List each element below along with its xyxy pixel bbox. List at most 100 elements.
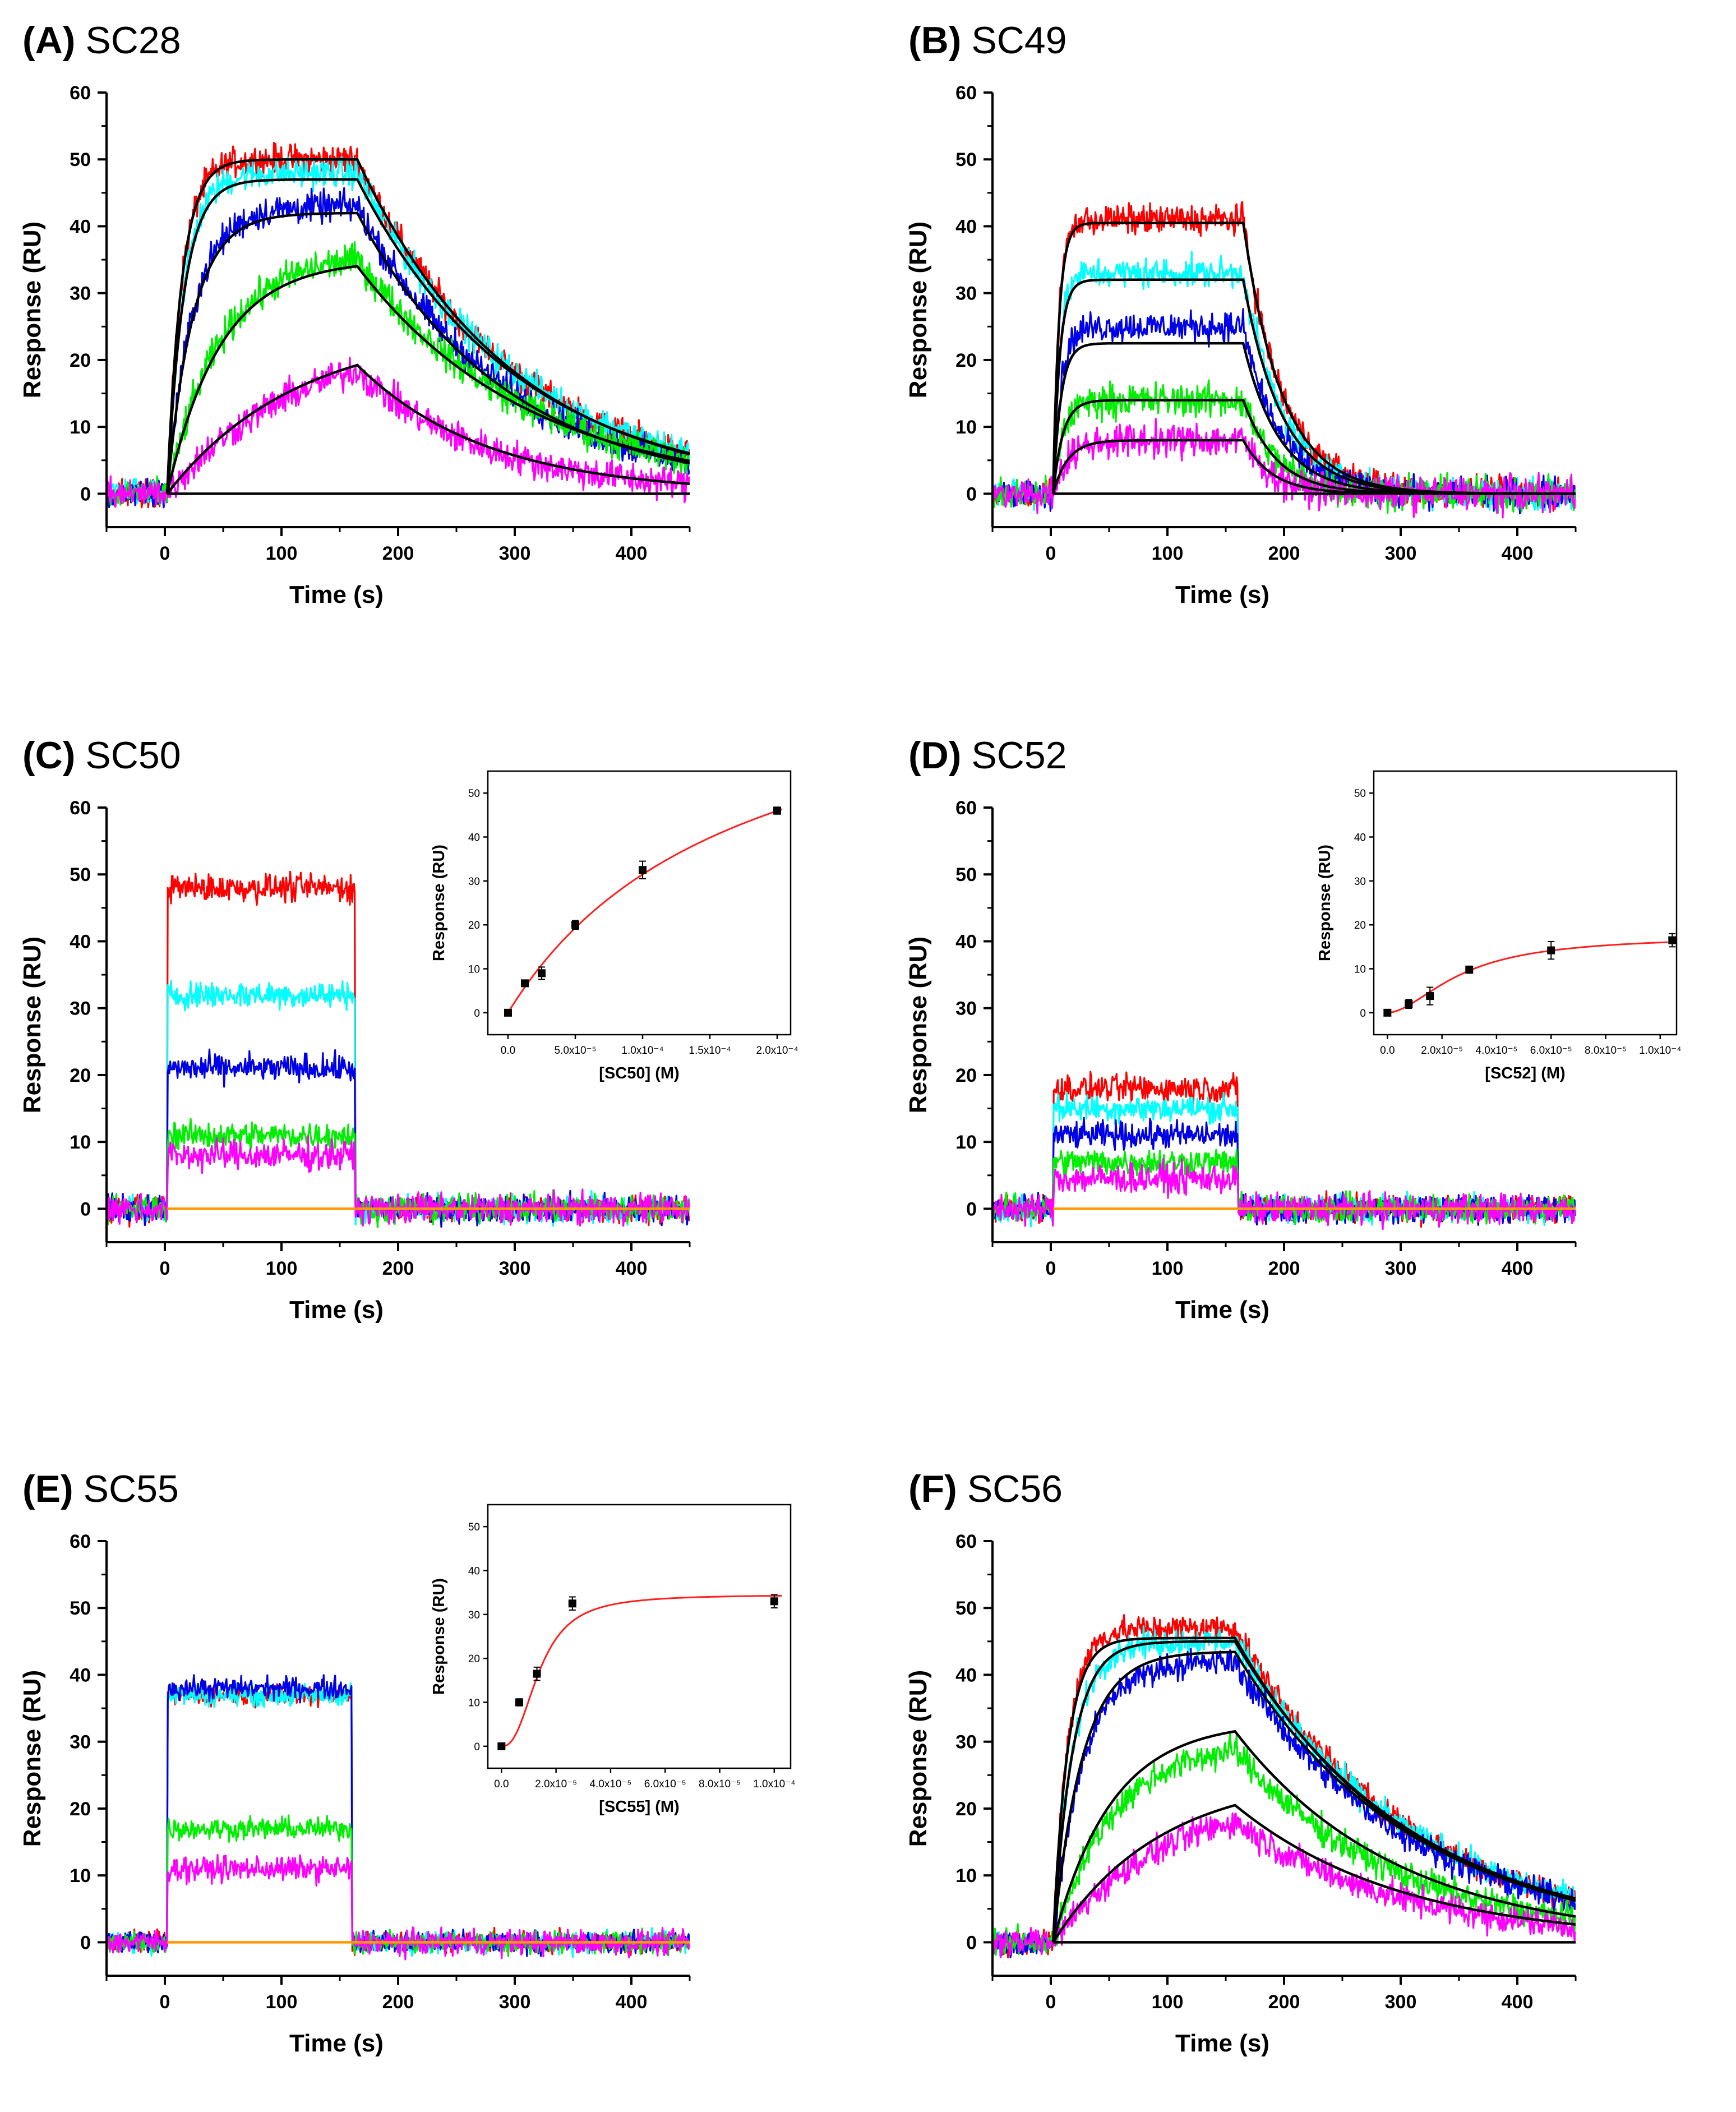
inset-y-tick-label: 40 [468,832,480,844]
inset-y-tick-label: 30 [468,876,480,888]
y-tick-label: 30 [955,1732,977,1753]
inset-chart: 0 10 20 30 40 50 0.0 2.0x10⁻⁵ 4.0x10⁻⁵ 6.0x10⁻⁵ 8.… [1316,770,1681,1082]
x-axis-label: Time (s) [289,1296,384,1324]
y-tick-label: 40 [955,931,977,952]
trace-magenta [107,357,690,508]
inset-point [497,1742,506,1750]
inset-fit-curve [1387,941,1668,1014]
x-tick-label: 400 [1502,1258,1534,1279]
plot-area [107,142,690,509]
inset-point [533,1670,541,1678]
x-tick-label: 300 [1385,1991,1417,2013]
x-tick-label: 300 [499,1991,531,2013]
y-axis-label: Response (RU) [19,222,46,398]
x-tick-label: 400 [616,1991,648,2013]
x-tick-label: 200 [1268,543,1300,564]
x-tick-label: 0 [160,1258,170,1279]
trace-green [992,379,1576,514]
y-tick-label: 20 [70,1065,91,1086]
inset-chart: 0 10 20 30 40 50 0.0 2.0x10⁻⁵ 4.0x10⁻⁵ 6.0x10⁻⁵ 8.… [430,1504,795,1816]
inset-y-tick-label: 50 [468,788,480,800]
inset-point [639,866,647,874]
panel-compound: SC28 [85,19,181,62]
inset-x-tick-label: 0.0 [494,1778,509,1790]
inset-point [571,921,579,929]
x-tick-label: 200 [1268,1991,1300,2013]
trace-magenta [107,1135,690,1227]
panel-f: (F) SC56 0 10 20 30 40 50 60 0 100 200 300 400 Time (s… [904,1468,1577,2057]
inset-x-tick-label: 2.0x10⁻⁵ [1421,1045,1463,1057]
panel-title: (D) SC52 [908,734,1067,777]
panel-title: (F) SC56 [908,1468,1063,1510]
inset-frame [1373,770,1678,1036]
inset-y-tick-label: 40 [1354,832,1366,844]
y-tick-label: 20 [955,350,977,371]
fit-curve [166,265,690,494]
inset-y-tick-label: 0 [474,1741,480,1753]
x-tick-label: 0 [1046,1991,1056,2013]
y-tick-label: 50 [955,1598,977,1619]
y-tick-label: 60 [70,82,91,104]
y-tick-label: 40 [955,216,977,237]
panel-a: (A) SC28 0 10 20 30 40 50 60 0 100 200 300 400 Time (s… [19,19,691,608]
y-tick-label: 10 [955,1865,977,1887]
inset-x-axis-label: [SC52] (M) [1485,1064,1565,1082]
x-tick-label: 0 [1046,1258,1056,1279]
inset-point [770,1597,778,1606]
inset-point [504,1008,512,1017]
inset-point [1547,946,1555,954]
inset-y-tick-label: 40 [468,1566,480,1578]
plot-area [992,201,1576,519]
trace-cyan [107,155,690,506]
x-tick-label: 300 [1385,1258,1417,1279]
x-tick-label: 200 [1268,1258,1300,1279]
inset-x-tick-label: 1.5x10⁻⁴ [689,1045,731,1057]
panel-title: (C) SC50 [22,734,181,777]
panel-compound: SC52 [971,734,1066,777]
panel-letter: (D) [908,734,961,777]
y-tick-label: 50 [70,864,91,886]
y-tick-label: 0 [80,483,91,505]
inset-x-tick-label: 4.0x10⁻⁵ [1475,1045,1517,1057]
inset-y-tick-label: 0 [1360,1008,1366,1020]
y-tick-label: 0 [80,1932,91,1953]
inset-x-tick-label: 4.0x10⁻⁵ [589,1778,631,1790]
x-tick-label: 400 [1502,543,1534,564]
trace-blue [992,1117,1576,1226]
panel-title: (A) SC28 [22,19,181,62]
y-tick-label: 10 [955,417,977,438]
y-axis-label: Response (RU) [19,937,46,1113]
x-tick-label: 100 [1152,1991,1184,2013]
inset-x-tick-label: 8.0x10⁻⁵ [699,1778,741,1790]
trace-green [992,1733,1576,1956]
panel-letter: (A) [22,19,75,62]
y-tick-label: 40 [70,1664,91,1686]
y-tick-label: 60 [955,82,977,104]
y-tick-label: 0 [966,1932,977,1953]
inset-chart: 0 10 20 30 40 50 0.0 5.0x10⁻⁵ 1.0x10⁻⁴ 1.5x10⁻⁴ 2.… [430,770,798,1082]
x-tick-label: 300 [499,543,531,564]
inset-y-tick-label: 30 [468,1610,480,1621]
plot-area [992,1614,1576,1959]
y-axis-label: Response (RU) [19,1670,46,1847]
inset-point [1668,936,1677,944]
y-tick-label: 30 [70,1732,91,1753]
panel-title: (E) SC55 [22,1468,179,1510]
x-tick-label: 100 [266,1258,298,1279]
inset-point [568,1599,576,1608]
inset-x-tick-label: 2.0x10⁻⁵ [535,1778,577,1790]
y-tick-label: 50 [955,864,977,886]
y-axis-label: Response (RU) [904,1670,932,1847]
panel-letter: (C) [22,734,75,777]
inset-point [515,1698,523,1707]
inset-x-tick-label: 1.0x10⁻⁴ [1639,1045,1681,1057]
inset-x-tick-label: 5.0x10⁻⁵ [555,1045,597,1057]
panel-compound: SC49 [971,19,1066,62]
fit-curve [1052,1804,1576,1943]
inset-fit-curve [501,1594,782,1747]
y-tick-label: 40 [70,216,91,237]
inset-y-tick-label: 10 [468,964,480,976]
inset-frame [487,1504,792,1769]
